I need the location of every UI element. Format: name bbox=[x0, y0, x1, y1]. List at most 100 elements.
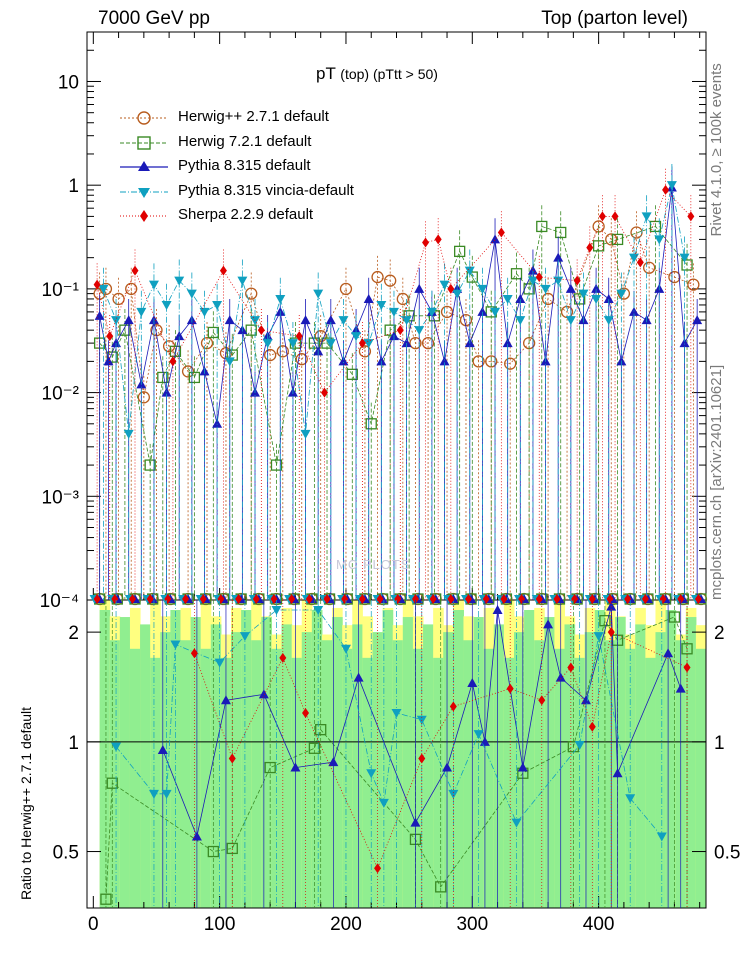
data-point bbox=[371, 270, 384, 284]
data-point bbox=[643, 261, 656, 274]
underflow-marker bbox=[270, 594, 278, 604]
ratio-data-point bbox=[442, 762, 453, 772]
ratio-data-point bbox=[157, 744, 168, 754]
uncertainty-band-green bbox=[160, 632, 171, 908]
data-point bbox=[628, 253, 639, 263]
data-point bbox=[485, 355, 498, 368]
data-point bbox=[338, 316, 349, 326]
data-point bbox=[426, 307, 437, 317]
underflow-marker bbox=[606, 594, 614, 604]
uncertainty-band-green bbox=[241, 610, 252, 908]
y-tick-label: 10⁻² bbox=[42, 384, 80, 405]
underflow-marker bbox=[500, 594, 508, 604]
uncertainty-band-green bbox=[615, 617, 626, 908]
underflow-marker bbox=[482, 594, 490, 604]
uncertainty-band-green bbox=[150, 657, 161, 908]
data-point bbox=[169, 345, 182, 357]
uncertainty-band-green bbox=[564, 624, 576, 908]
data-point bbox=[502, 294, 513, 304]
data-point bbox=[535, 272, 543, 283]
data-point bbox=[136, 307, 147, 317]
y-tick-label: 10⁻⁴ bbox=[40, 591, 79, 612]
data-point bbox=[384, 274, 397, 287]
plot-title-suffix: (top) (pTtt > 50) bbox=[340, 66, 438, 82]
underflow-marker bbox=[677, 594, 685, 604]
data-point bbox=[257, 325, 265, 336]
data-point bbox=[681, 259, 693, 271]
data-point bbox=[523, 283, 535, 295]
data-point bbox=[421, 336, 435, 350]
provenance-rivet: Rivet 4.1.0, ≥ 100k events bbox=[708, 63, 725, 237]
data-point bbox=[401, 338, 412, 348]
data-point bbox=[313, 289, 324, 299]
data-point bbox=[262, 339, 273, 349]
data-point bbox=[573, 275, 581, 286]
data-point bbox=[466, 271, 478, 283]
data-point bbox=[649, 220, 662, 233]
ratio-data-point bbox=[264, 761, 276, 774]
data-point bbox=[98, 284, 109, 294]
data-point bbox=[300, 315, 311, 325]
uncertainty-band-green bbox=[362, 657, 373, 908]
data-point bbox=[636, 257, 644, 268]
data-point bbox=[401, 316, 412, 326]
data-point bbox=[477, 306, 488, 316]
ratio-data-point bbox=[681, 643, 693, 655]
ratio-y-tick-label-right: 0.5 bbox=[714, 843, 740, 864]
uncertainty-band-green bbox=[382, 610, 394, 908]
data-point bbox=[346, 368, 358, 380]
data-point bbox=[287, 339, 298, 349]
data-point bbox=[540, 284, 551, 294]
underflow-marker bbox=[447, 594, 455, 604]
uncertainty-band-green bbox=[109, 640, 121, 908]
underflow-marker bbox=[465, 594, 473, 604]
provenance-label: mcplots.cern.ch [arXiv:2401.10621] Rivet… bbox=[708, 40, 725, 600]
data-point bbox=[565, 283, 576, 293]
ratio-data-point bbox=[467, 678, 478, 688]
data-point bbox=[237, 276, 248, 286]
data-point bbox=[414, 283, 425, 293]
data-point bbox=[692, 315, 703, 325]
underflow-marker bbox=[235, 594, 243, 604]
data-point bbox=[616, 289, 627, 299]
data-point bbox=[207, 326, 219, 339]
ratio-data-point bbox=[353, 672, 364, 682]
uncertainty-band-green bbox=[140, 624, 151, 908]
ratio-data-point bbox=[492, 605, 503, 614]
data-point bbox=[515, 293, 526, 303]
data-point bbox=[527, 276, 538, 286]
data-point bbox=[384, 324, 396, 336]
ratio-data-point bbox=[607, 627, 615, 638]
data-point bbox=[611, 233, 624, 246]
uncertainty-band-green bbox=[544, 617, 555, 908]
data-point bbox=[654, 235, 665, 245]
data-point bbox=[396, 292, 409, 306]
ratio-data-point bbox=[418, 753, 426, 764]
ratio-data-point bbox=[473, 730, 484, 740]
underflow-marker bbox=[694, 594, 702, 604]
data-point bbox=[598, 211, 606, 222]
data-point bbox=[224, 315, 235, 325]
data-point bbox=[515, 316, 526, 326]
data-point bbox=[174, 276, 185, 286]
data-point bbox=[224, 357, 235, 367]
data-point bbox=[439, 280, 450, 290]
uncertainty-band-green bbox=[635, 624, 646, 908]
data-point bbox=[123, 315, 134, 325]
ratio-data-point bbox=[656, 832, 667, 842]
data-point bbox=[565, 316, 576, 326]
data-point bbox=[300, 429, 311, 439]
data-point bbox=[199, 307, 210, 317]
data-point bbox=[611, 211, 619, 222]
underflow-marker bbox=[411, 594, 419, 604]
data-point bbox=[363, 293, 374, 303]
uncertainty-band-green bbox=[574, 657, 586, 908]
uncertainty-band-green bbox=[372, 632, 384, 908]
data-point bbox=[497, 227, 505, 238]
data-point bbox=[174, 331, 185, 341]
data-point bbox=[320, 387, 328, 398]
data-point bbox=[668, 270, 681, 284]
underflow-marker bbox=[305, 594, 313, 604]
underflow-marker bbox=[535, 594, 543, 604]
